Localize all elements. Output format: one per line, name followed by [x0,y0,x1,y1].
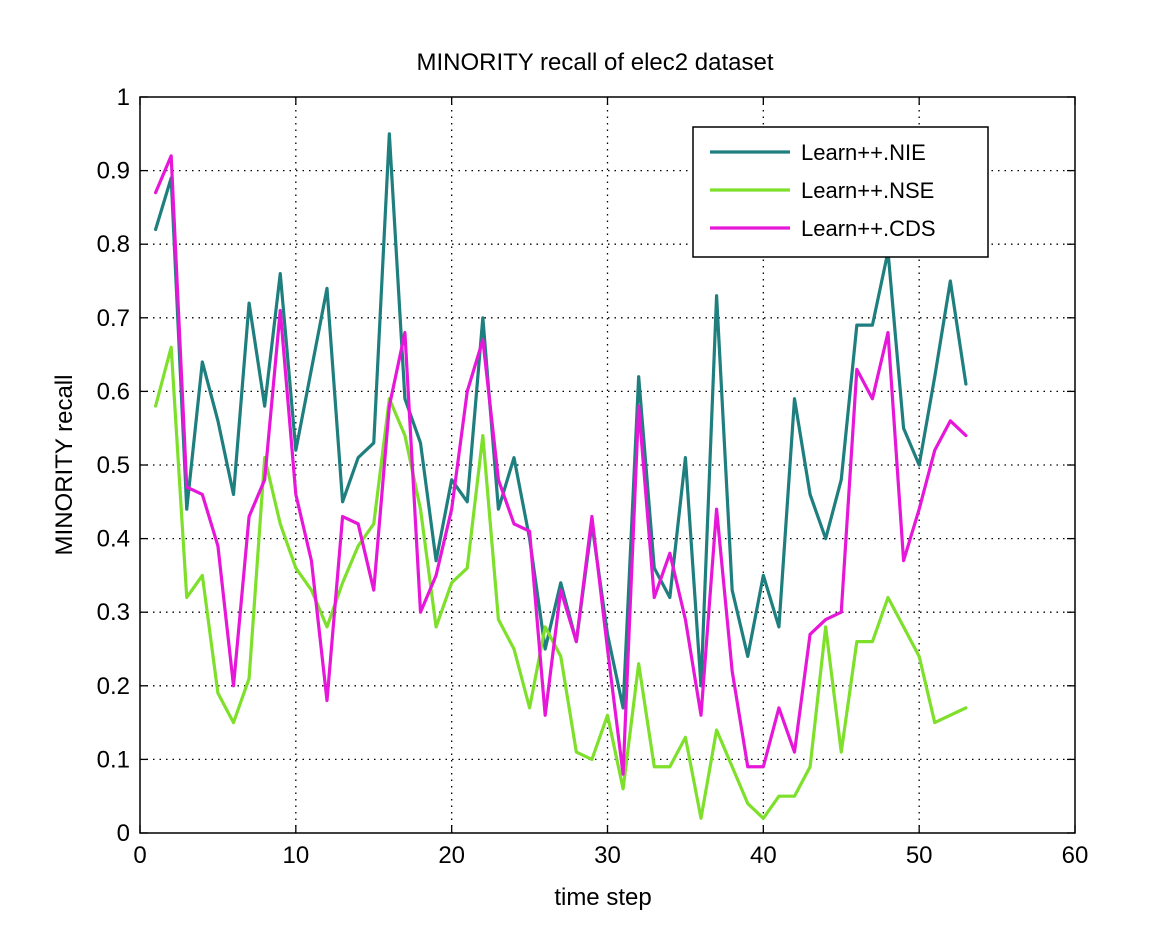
y-tick-label: 0.1 [97,746,130,773]
x-tick-label: 0 [133,842,146,869]
y-tick-label: 0.2 [97,673,130,700]
series-line-learn-cds [153,154,968,776]
y-tick-label: 0.5 [97,452,130,479]
x-tick-label: 40 [750,842,777,869]
x-tick-label: 30 [594,842,621,869]
y-tick-label: 1 [117,84,130,111]
series-line-learn-nie [153,132,968,710]
x-tick-label: 10 [282,842,309,869]
x-tick-label: 50 [906,842,933,869]
series-line-learn-nse [153,345,968,820]
legend-box [692,126,989,258]
x-tick-label: 60 [1062,842,1089,869]
x-tick-label: 20 [438,842,465,869]
y-tick-label: 0.3 [97,599,130,626]
legend-label: Learn++.NIE [801,140,926,165]
legend-label: Learn++.CDS [801,216,936,241]
legend-label: Learn++.NSE [801,178,934,203]
y-tick-label: 0.4 [97,526,130,553]
axis-ticks: 0 10 20 30 40 50 60 0 0.1 0.2 0.3 0.4 0.5 0.6 0.7 0.8 0.… [97,84,1089,869]
y-axis-label: MINORITY recall [51,375,78,556]
x-axis-label: time step [554,884,651,911]
chart-title: MINORITY recall of elec2 dataset [416,49,773,76]
y-tick-label: 0.8 [97,231,130,258]
series-group [153,132,968,820]
y-tick-label: 0.9 [97,158,130,185]
y-tick-label: 0.7 [97,305,130,332]
y-tick-label: 0.6 [97,378,130,405]
y-tick-label: 0 [117,820,130,847]
legend: Learn++.NIE Learn++.NSE Learn++.CDS [692,126,989,258]
